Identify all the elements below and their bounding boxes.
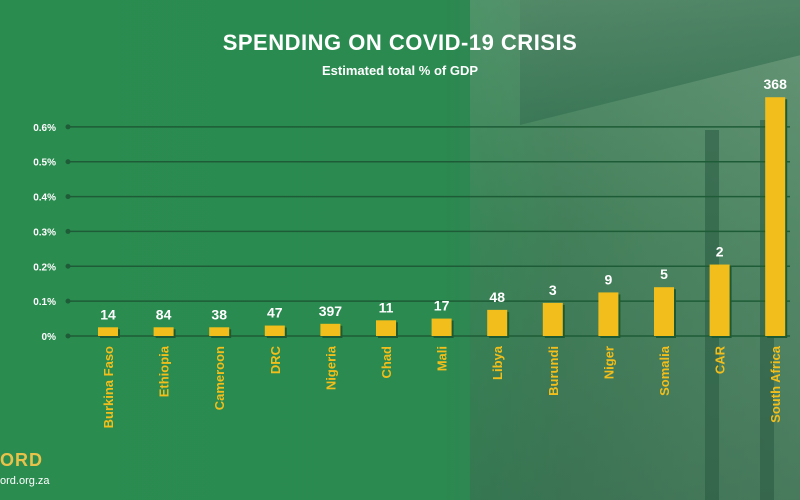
brand-logo: ORD: [0, 450, 43, 470]
gridline-dot: [65, 124, 71, 130]
x-tick-label: Cameroon: [212, 346, 227, 410]
data-label: 3: [549, 282, 557, 298]
data-label: 11: [379, 299, 394, 315]
bar: [376, 320, 396, 336]
x-axis: Burkina Faso Ethiopia Cameroon DRC Nigeria Ch…: [101, 345, 783, 428]
x-tick-label: Burundi: [546, 346, 561, 396]
bar: [542, 302, 563, 336]
data-label: 368: [764, 76, 788, 92]
data-label: 14: [100, 306, 116, 322]
bar: [487, 309, 508, 336]
y-axis: 0% 0.1% 0.2% 0.3% 0.4% 0.5% 0.6%: [33, 123, 56, 343]
x-tick-label: CAR: [713, 345, 728, 374]
data-label: 2: [716, 244, 724, 260]
bar-layer: [98, 97, 788, 338]
bar: [654, 287, 674, 336]
brand-website: ord.org.za: [0, 475, 50, 487]
y-tick-label: 0.3%: [33, 227, 56, 238]
background-photo: bonjour: [470, 0, 800, 500]
x-tick-label: Libya: [490, 345, 505, 380]
x-tick-label: Chad: [379, 346, 394, 379]
gridline-dot: [65, 194, 71, 200]
data-label: 5: [660, 266, 668, 282]
x-tick-label: Burkina Faso: [101, 346, 116, 428]
bar: [431, 318, 452, 336]
x-tick-label: Niger: [601, 346, 616, 379]
y-tick-label: 0.5%: [33, 158, 56, 169]
data-label: 9: [605, 271, 613, 287]
gridline-dot: [65, 333, 71, 339]
bar: [320, 323, 341, 336]
bar: [98, 327, 118, 336]
y-tick-label: 0.2%: [33, 262, 56, 273]
bar: [709, 264, 730, 336]
gridline-dot: [65, 159, 71, 165]
bar: [264, 325, 285, 336]
chart-subtitle: Estimated total % of GDP: [321, 63, 479, 78]
x-tick-label: South Africa: [768, 345, 783, 423]
chart-title: SPENDING ON COVID-19 CRISIS: [222, 30, 578, 55]
grid-layer: [65, 124, 790, 339]
data-label: 17: [434, 298, 450, 314]
x-tick-label: Mali: [435, 346, 450, 371]
y-tick-label: 0.1%: [33, 297, 56, 308]
bar: [598, 292, 619, 336]
x-tick-label: Somalia: [657, 345, 672, 396]
gridline-dot: [65, 298, 71, 304]
x-tick-label: DRC: [268, 345, 283, 374]
data-label: 38: [211, 306, 227, 322]
y-tick-label: 0%: [42, 332, 57, 343]
data-label: 397: [319, 303, 343, 319]
gridline-dot: [65, 263, 71, 269]
y-tick-label: 0.6%: [33, 123, 56, 134]
y-tick-label: 0.4%: [33, 193, 56, 204]
bar: [153, 327, 174, 336]
bar: [765, 97, 786, 336]
x-tick-label: Nigeria: [323, 345, 338, 390]
data-label: 48: [489, 289, 505, 305]
gridline-dot: [65, 228, 71, 234]
x-tick-label: Ethiopia: [157, 345, 172, 397]
data-label: 84: [156, 306, 172, 322]
bar: [209, 327, 230, 336]
data-label-layer: 14 84 38 47 397 11 17 48 3 9 5 2 368: [100, 76, 787, 322]
data-label: 47: [267, 305, 283, 321]
